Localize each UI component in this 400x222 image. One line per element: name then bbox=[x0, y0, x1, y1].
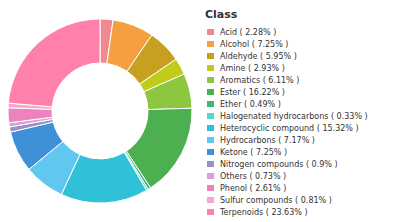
svg-text:Ester ( 16.22% ): Ester ( 16.22% ) bbox=[220, 88, 285, 97]
svg-text:Sulfur compounds ( 0.81% ): Sulfur compounds ( 0.81% ) bbox=[220, 196, 332, 205]
svg-text:Class: Class bbox=[205, 8, 238, 21]
svg-text:Nitrogen compounds ( 0.9% ): Nitrogen compounds ( 0.9% ) bbox=[220, 160, 338, 169]
svg-text:Ketone ( 7.25% ): Ketone ( 7.25% ) bbox=[220, 148, 287, 157]
svg-text:Amine ( 2.93% ): Amine ( 2.93% ) bbox=[220, 64, 285, 73]
svg-text:Halogenated hydrocarbons ( 0.3: Halogenated hydrocarbons ( 0.33% ) bbox=[220, 112, 368, 121]
svg-text:Aldehyde ( 5.95% ): Aldehyde ( 5.95% ) bbox=[220, 52, 297, 61]
svg-text:Alcohol ( 7.25% ): Alcohol ( 7.25% ) bbox=[220, 40, 288, 49]
svg-text:Aromatics ( 6.11% ): Aromatics ( 6.11% ) bbox=[220, 76, 299, 85]
svg-text:Heterocyclic compound ( 15.32%: Heterocyclic compound ( 15.32% ) bbox=[220, 124, 359, 133]
svg-text:Ether ( 0.49% ): Ether ( 0.49% ) bbox=[220, 100, 281, 109]
svg-text:Hydrocarbons ( 7.17% ): Hydrocarbons ( 7.17% ) bbox=[220, 136, 315, 145]
svg-text:Terpenoids ( 23.63% ): Terpenoids ( 23.63% ) bbox=[219, 208, 308, 217]
svg-text:Others ( 0.73% ): Others ( 0.73% ) bbox=[220, 172, 286, 181]
svg-text:Acid ( 2.28% ): Acid ( 2.28% ) bbox=[220, 28, 276, 37]
svg-text:Phenol ( 2.61% ): Phenol ( 2.61% ) bbox=[220, 184, 286, 193]
